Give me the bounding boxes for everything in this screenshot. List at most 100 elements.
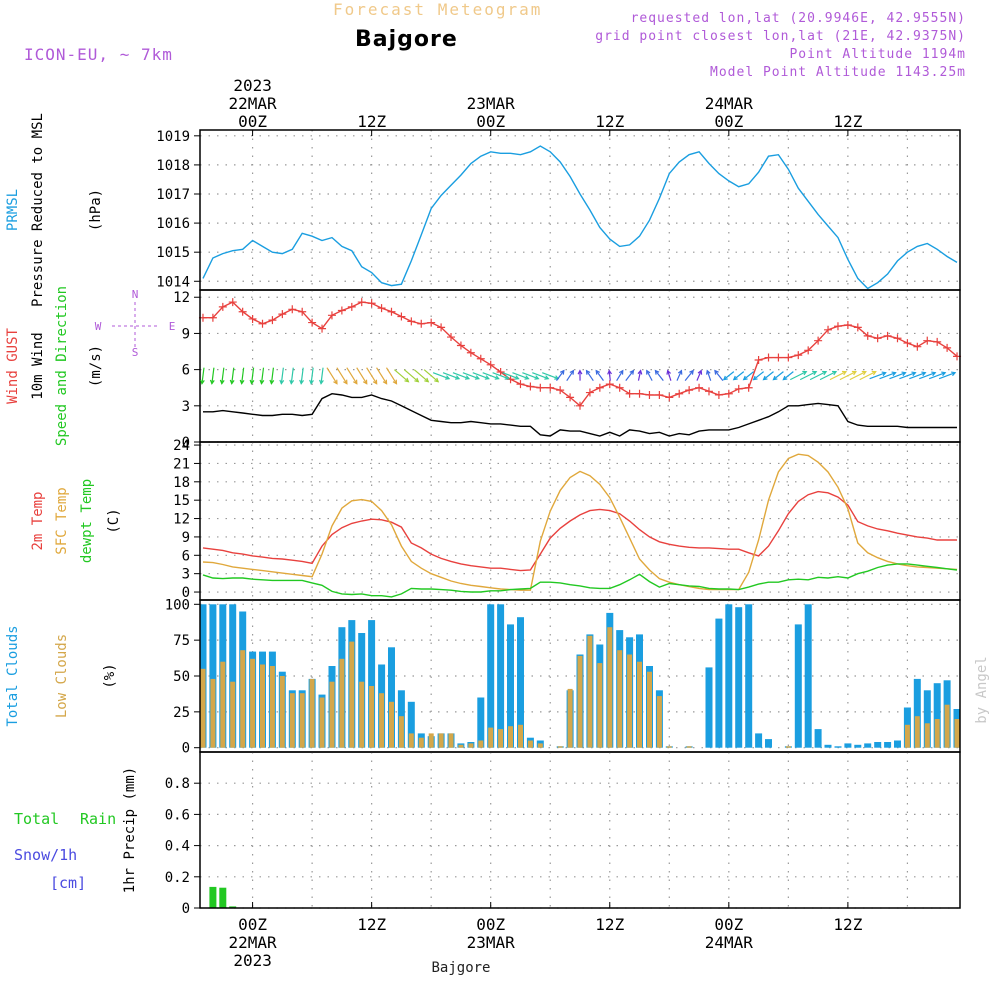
wind-direction-arrow [290, 367, 294, 384]
gust-marker [546, 383, 555, 392]
clouds-bar [230, 681, 236, 748]
gust-marker [556, 386, 565, 395]
time-label-top: 12Z [833, 112, 862, 131]
gust-marker [685, 386, 694, 395]
wind-direction-arrowhead [382, 379, 388, 385]
wind-direction-arrowhead [343, 379, 348, 385]
wind-direction-arrow [595, 370, 604, 382]
y-tick-label: 18 [173, 475, 190, 491]
clouds-bar [755, 733, 763, 748]
wind-direction-arrowhead [424, 377, 430, 383]
wind-direction-arrow [637, 370, 642, 381]
wind-direction-arrow [472, 372, 489, 380]
wind-direction-arrowhead [722, 375, 728, 381]
wind-direction-arrowhead [504, 375, 510, 380]
wind-direction-arrow [586, 370, 594, 381]
clouds-bar [745, 604, 753, 748]
wind-direction-arrowhead [259, 379, 265, 385]
clouds-bar [617, 650, 623, 748]
wind-direction-arrow [646, 370, 653, 381]
gust-line [203, 301, 958, 407]
gust-marker [318, 324, 327, 333]
time-label-bottom: 00Z [714, 915, 743, 934]
clouds-bar [637, 661, 642, 748]
wind-direction-arrowhead [677, 369, 683, 375]
pressure-frame [199, 129, 961, 291]
clouds-bar [349, 641, 355, 748]
wind-direction-arrow [928, 372, 946, 380]
y-tick-label: 24 [173, 438, 190, 454]
pressure-axis-label: PRMSL [5, 189, 21, 231]
wind-direction-arrow [250, 367, 255, 384]
y-tick-label: 6 [182, 363, 190, 379]
gust-marker [437, 323, 446, 332]
gust-marker [258, 319, 267, 328]
clouds-bar [627, 654, 633, 748]
wind-direction-arrow [696, 370, 702, 381]
clouds-bar [448, 733, 454, 748]
clouds-bar [368, 620, 376, 748]
gust-marker [417, 319, 426, 328]
compass-west: W [95, 320, 102, 333]
gust-marker [734, 384, 743, 393]
compass-north: N [132, 288, 139, 301]
precip-rain-label: Rain [80, 810, 116, 828]
wind-direction-arrowhead [239, 379, 245, 385]
clouds-bar [934, 719, 940, 748]
time-label-top: 2023 [233, 76, 272, 95]
wind-direction-arrow [753, 371, 764, 381]
wind-direction-arrowhead [309, 379, 314, 385]
gust-marker [695, 383, 704, 392]
wind-direction-arrowhead [319, 379, 324, 385]
y-tick-label: 3 [182, 567, 190, 583]
y-tick-label: 1016 [156, 216, 190, 232]
wind-direction-arrow [879, 372, 896, 380]
wind-direction-arrowhead [289, 379, 295, 385]
gust-marker [536, 383, 545, 392]
clouds-bar [913, 678, 921, 748]
pressure-axis-label: Pressure Reduced to MSL [30, 113, 46, 307]
precip-snow-unit: [cm] [50, 874, 86, 892]
wind-direction-arrow [432, 372, 450, 380]
wind-direction-arrow [201, 367, 205, 384]
clouds-bar [388, 647, 395, 748]
gust-marker [625, 389, 634, 398]
y-tick-label: 0 [182, 741, 190, 757]
gust-marker [754, 355, 763, 364]
wind-direction-arrowhead [484, 375, 490, 380]
gust-marker [923, 336, 932, 345]
wind-direction-arrowhead [333, 379, 338, 385]
clouds-bar [804, 604, 812, 748]
wind-direction-arrowhead [404, 377, 410, 383]
clouds-bar [715, 618, 723, 748]
wind-direction-arrowhead [812, 370, 818, 376]
gust-marker [704, 387, 713, 396]
clouds-bar [785, 746, 791, 748]
gust-marker [655, 390, 664, 399]
gust-marker [893, 334, 902, 343]
wind-direction-arrow [799, 371, 817, 381]
wind-direction-arrow [385, 367, 397, 384]
temperature-axis-label: SFC Temp [54, 487, 70, 554]
precip-bar [219, 887, 227, 908]
wind-direction-arrow [280, 367, 284, 384]
wind-direction-arrow [522, 372, 539, 380]
wind-direction-arrowhead [372, 379, 378, 385]
gust-marker [744, 383, 753, 392]
gust-marker [347, 302, 356, 311]
wind-direction-arrow [809, 371, 827, 381]
clouds-bar [647, 671, 652, 748]
wind-direction-arrowhead [654, 369, 660, 375]
y-tick-label: 1015 [156, 245, 190, 261]
wind-direction-arrow [326, 367, 338, 384]
gust-marker [566, 393, 575, 402]
requested-coordinates: requested lon,lat (20.9946E, 42.9555N) [630, 11, 966, 26]
wind-direction-arrowhead [931, 371, 937, 377]
wind-direction-arrowhead [697, 369, 703, 375]
clouds-bar [884, 742, 892, 748]
clouds-bar [508, 726, 513, 748]
clouds-bar [824, 744, 832, 748]
gust-marker [337, 306, 346, 315]
clouds-bar [894, 740, 901, 748]
